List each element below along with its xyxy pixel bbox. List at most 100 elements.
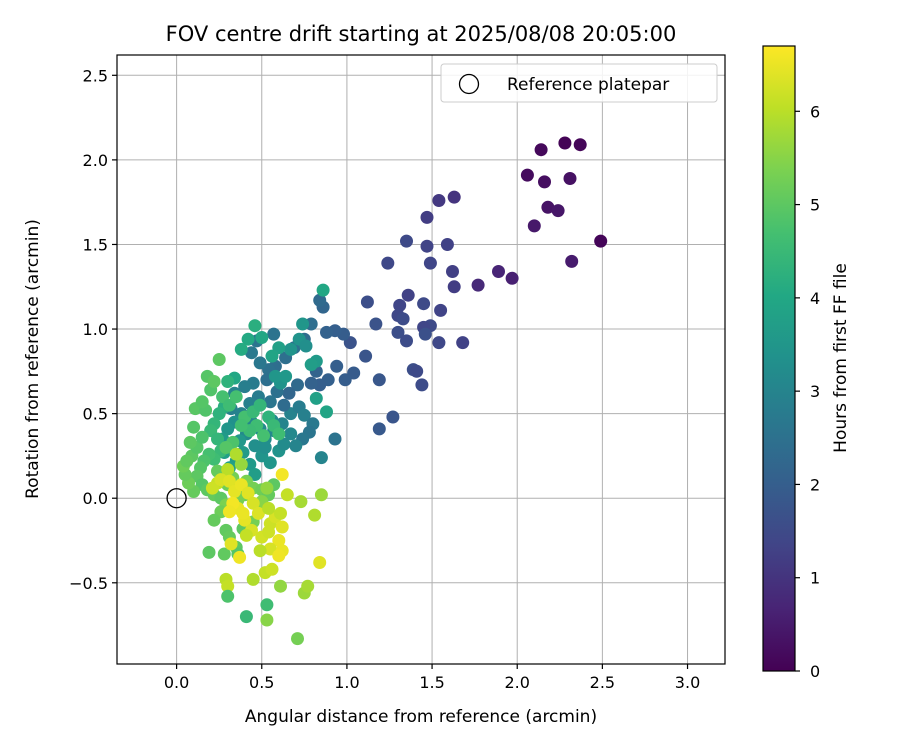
data-point — [284, 342, 298, 356]
data-point — [313, 293, 327, 307]
data-point — [396, 312, 410, 326]
data-point — [313, 556, 327, 569]
data-point — [260, 481, 274, 495]
x-tick-label: 2.5 — [590, 673, 615, 692]
data-point — [202, 545, 216, 559]
data-point — [294, 495, 308, 509]
data-point — [446, 265, 459, 278]
data-point — [432, 336, 446, 350]
x-tick-label: 0.0 — [164, 673, 189, 692]
x-tick-label: 3.0 — [675, 673, 700, 692]
data-point — [359, 349, 373, 363]
data-point — [284, 427, 298, 441]
data-point — [207, 375, 221, 388]
data-point — [221, 589, 235, 603]
data-point — [245, 346, 258, 360]
data-point — [246, 496, 260, 510]
y-tick-label: 2.0 — [83, 151, 108, 170]
colorbar: 0 1 2 3 4 5 6 Hours from first FF file — [762, 45, 851, 681]
data-point — [304, 358, 318, 372]
y-tick-label: 2.5 — [83, 66, 108, 85]
data-point — [304, 376, 318, 390]
data-point — [415, 378, 429, 392]
y-axis: −0.5 0.0 0.5 1.0 1.5 2.0 2.5 — [69, 66, 117, 593]
data-point — [253, 398, 267, 412]
data-point — [195, 430, 209, 444]
data-point — [505, 271, 519, 285]
data-point — [291, 378, 304, 392]
data-point — [289, 439, 303, 453]
data-point — [456, 336, 470, 350]
colorbar-tick-label: 1 — [810, 569, 820, 588]
colorbar-label: Hours from first FF file — [831, 263, 851, 453]
data-point — [309, 391, 323, 405]
data-point — [372, 373, 386, 387]
data-point — [420, 239, 434, 253]
colorbar-tick-label: 3 — [810, 382, 820, 401]
data-point — [272, 427, 286, 441]
data-point — [248, 319, 262, 333]
data-point — [299, 339, 313, 353]
x-tick-label: 2.0 — [504, 673, 529, 692]
data-point — [320, 405, 333, 419]
data-point — [221, 463, 235, 476]
data-point — [238, 380, 252, 394]
data-point — [471, 278, 485, 292]
y-tick-label: 1.0 — [83, 320, 108, 339]
y-tick-label: −0.5 — [69, 574, 108, 593]
data-point — [239, 528, 253, 542]
data-point — [211, 432, 224, 446]
legend-label: Reference platepar — [507, 75, 669, 95]
colorbar-tick-label: 4 — [810, 289, 820, 308]
data-point — [224, 537, 238, 551]
data-point — [297, 408, 311, 422]
data-point — [212, 407, 226, 421]
data-point — [279, 369, 293, 383]
data-point — [541, 200, 555, 214]
data-point — [265, 349, 279, 363]
data-point — [280, 488, 294, 502]
data-point — [520, 168, 534, 182]
data-point — [241, 486, 255, 500]
data-point — [330, 359, 344, 373]
data-point — [248, 439, 262, 453]
data-point — [417, 297, 431, 311]
data-points — [176, 136, 608, 646]
data-point — [296, 317, 310, 331]
data-point — [236, 506, 250, 520]
data-point — [538, 175, 551, 189]
data-point — [275, 520, 289, 534]
data-point — [187, 420, 201, 434]
data-point — [393, 298, 407, 312]
data-point — [222, 474, 236, 488]
data-point — [372, 422, 386, 436]
data-point — [183, 435, 197, 449]
colorbar-tick-label: 6 — [810, 102, 820, 121]
data-point — [233, 550, 247, 564]
data-point — [229, 390, 243, 404]
x-tick-label: 1.5 — [419, 673, 444, 692]
data-point — [205, 481, 219, 495]
colorbar-gradient — [763, 46, 795, 671]
data-point — [563, 172, 577, 185]
data-point — [594, 234, 608, 248]
data-point — [251, 506, 265, 520]
data-point — [381, 256, 395, 270]
grid-lines — [117, 55, 725, 664]
data-point — [423, 256, 437, 270]
data-point — [447, 190, 461, 204]
x-axis-label: Angular distance from reference (arcmin) — [245, 707, 597, 727]
colorbar-tick-label: 5 — [810, 196, 820, 215]
data-point — [272, 534, 286, 547]
data-point — [573, 138, 587, 152]
legend-box — [440, 63, 718, 103]
data-point — [239, 610, 253, 624]
data-point — [410, 364, 424, 378]
data-point — [212, 353, 226, 366]
data-point — [255, 331, 269, 344]
x-tick-label: 1.0 — [334, 673, 359, 692]
data-point — [400, 234, 413, 248]
data-point — [440, 238, 454, 251]
colorbar-tick-label: 2 — [810, 475, 820, 494]
y-tick-label: 1.5 — [83, 235, 108, 254]
